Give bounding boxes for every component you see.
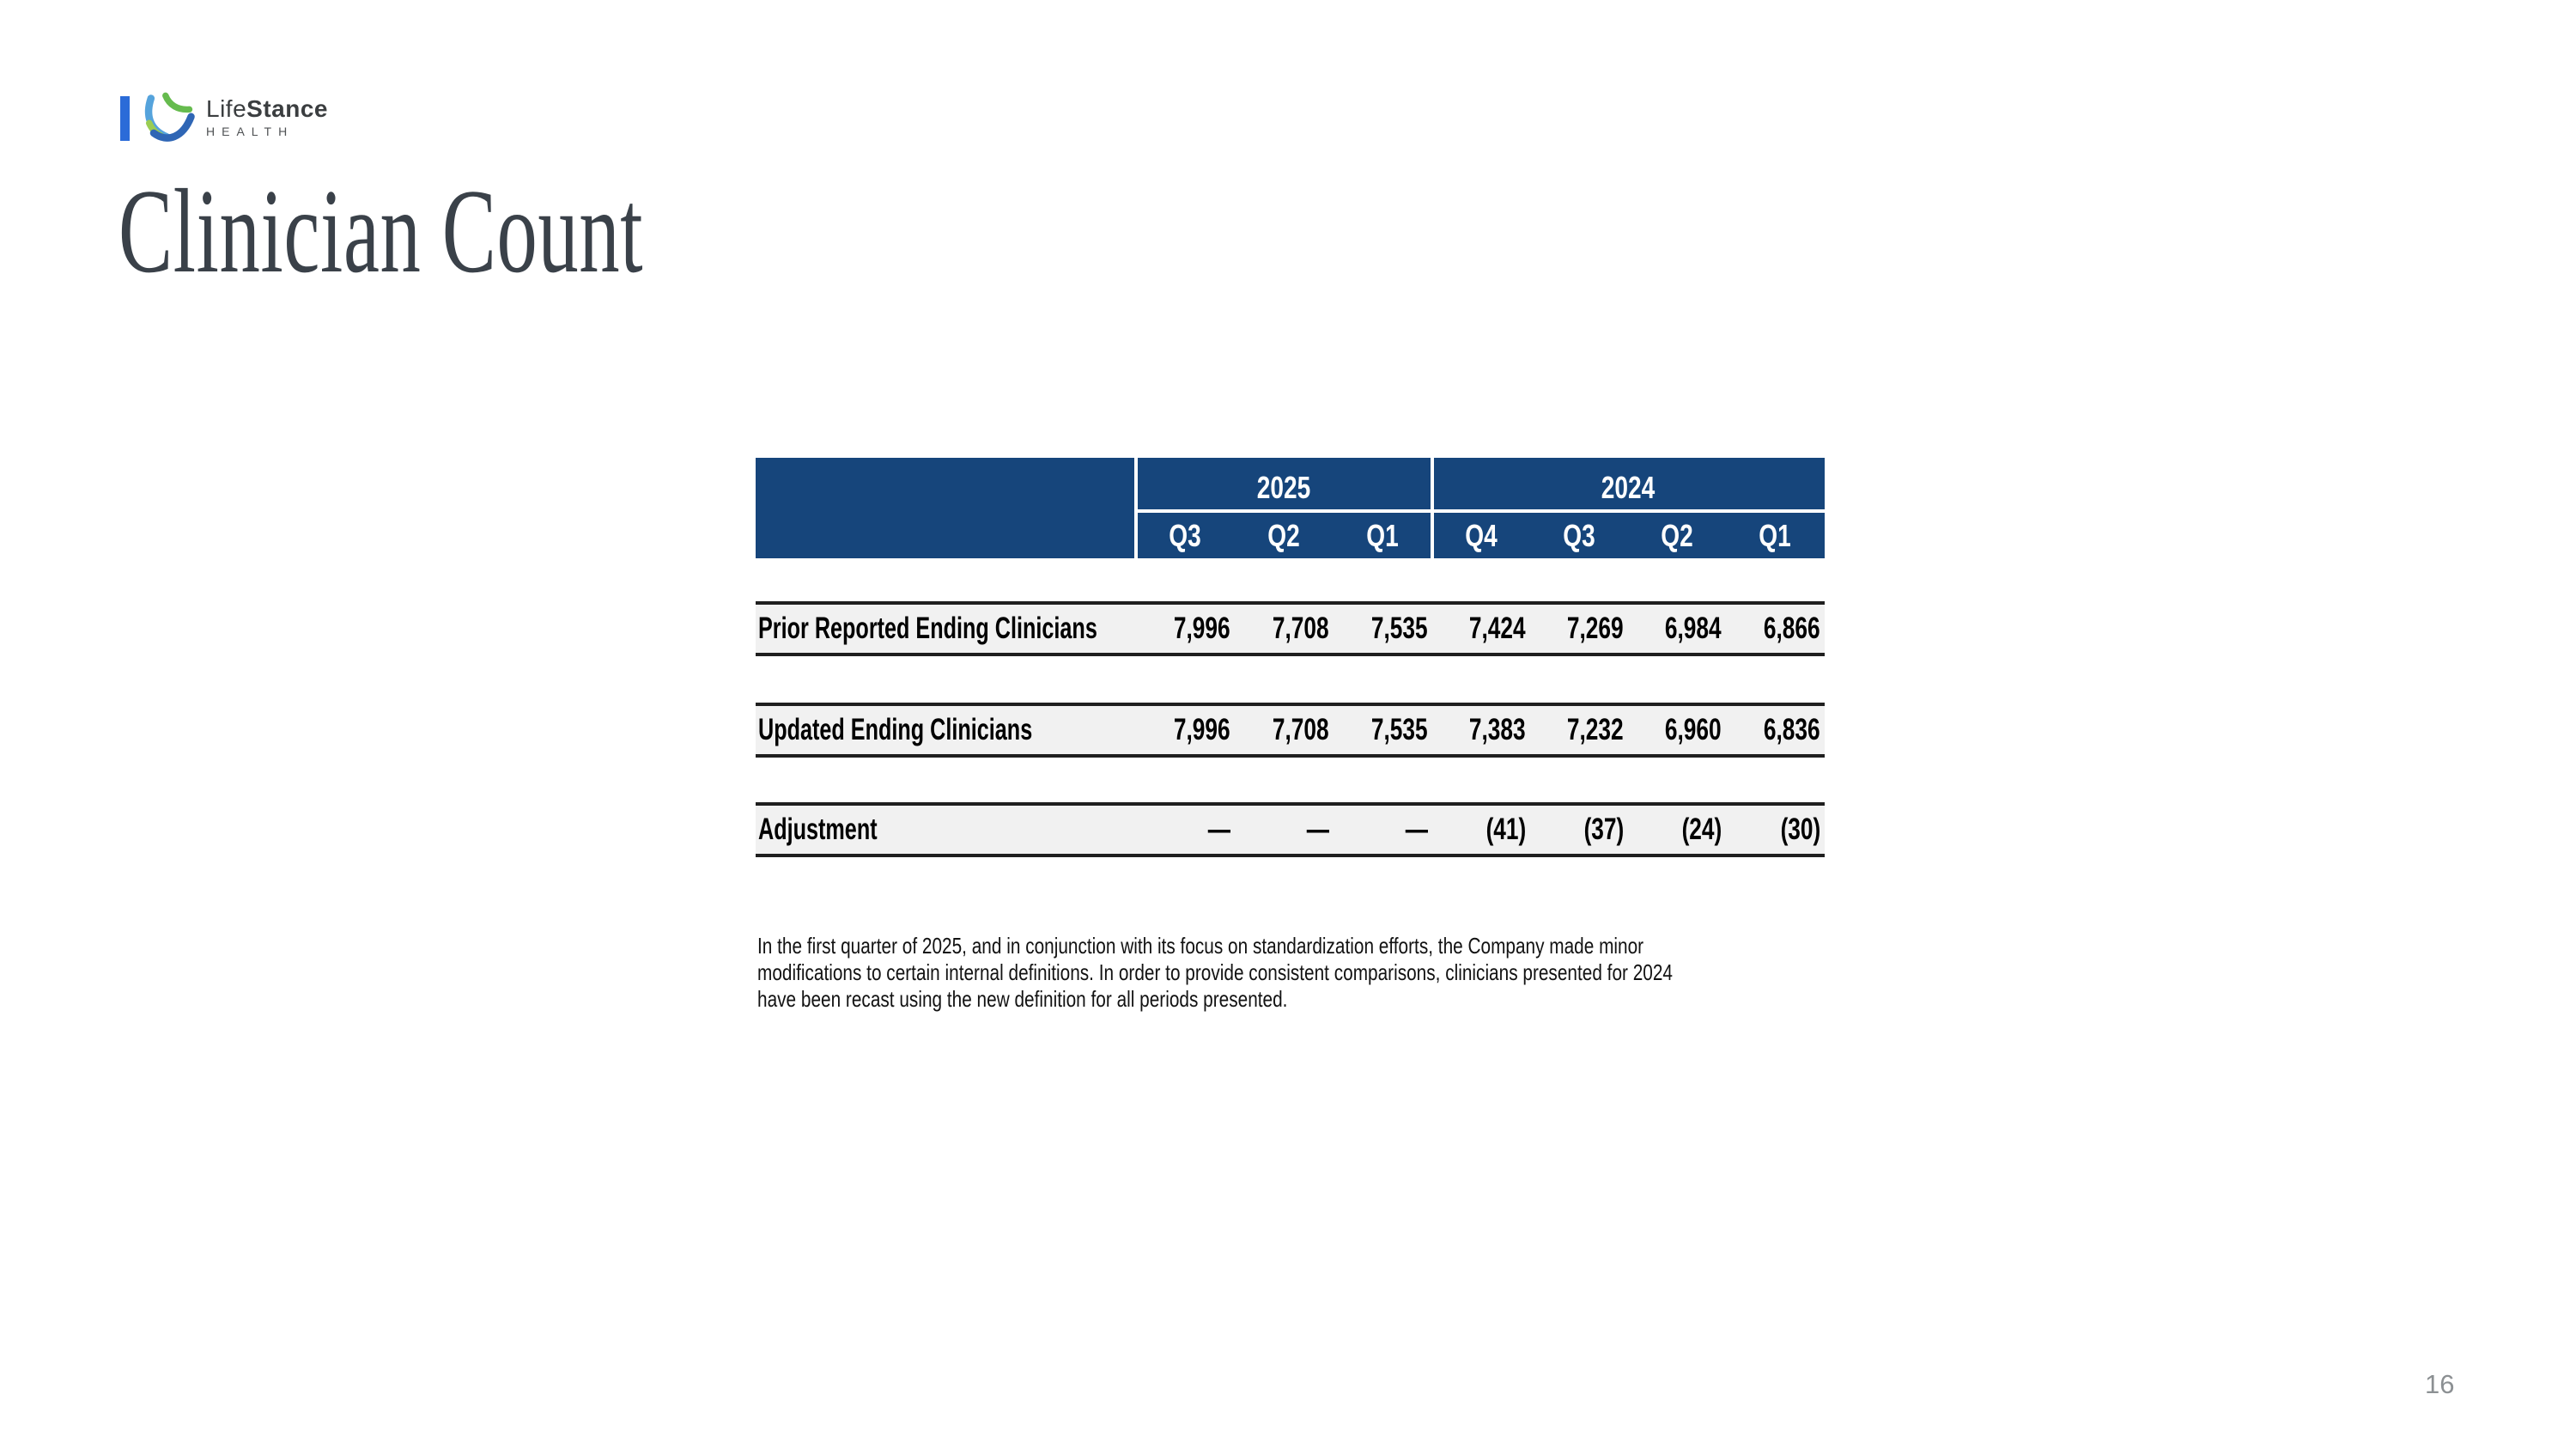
year-group-2024: 2024 [1432, 458, 1825, 509]
table-cell: (37) [1583, 813, 1624, 846]
lifestance-wordmark: LifeStance HEALTH [206, 96, 328, 139]
header-divider-horizontal [1136, 509, 1825, 513]
row-label: Updated Ending Clinicians [758, 713, 1033, 746]
table-cell: 6,836 [1764, 713, 1820, 746]
quarter-header: Q4 [1465, 517, 1498, 553]
table-cell: 7,996 [1174, 713, 1230, 746]
brand-name: LifeStance [206, 96, 328, 122]
table-cell: — [1207, 813, 1230, 846]
table-cell: 6,960 [1665, 713, 1722, 746]
table-cell: 7,535 [1371, 713, 1428, 746]
table-cell: (41) [1485, 813, 1526, 846]
page-title: Clinician Count [118, 165, 644, 298]
footnote: In the first quarter of 2025, and in con… [757, 933, 1902, 1013]
table-header: 2025 2024 Q3 Q2 Q1 Q4 Q3 Q2 Q1 [756, 458, 1825, 558]
lifestance-logo-icon [144, 92, 195, 142]
table-row-updated: Updated Ending Clinicians 7,996 7,708 7,… [756, 703, 1825, 758]
quarter-header: Q3 [1563, 517, 1595, 553]
table-cell: (24) [1681, 813, 1722, 846]
brand-stance: Stance [246, 95, 328, 122]
quarter-header: Q2 [1661, 517, 1693, 553]
table-cell: 7,269 [1567, 612, 1624, 645]
quarter-header: Q1 [1759, 517, 1792, 553]
header-divider-vertical-2 [1431, 458, 1434, 558]
header-divider-vertical-1 [1134, 458, 1138, 558]
table-cell: 6,984 [1665, 612, 1722, 645]
table-row-adjustment: Adjustment — — — (41) (37) (24) (30) [756, 802, 1825, 857]
footnote-line: modifications to certain internal defini… [757, 959, 1673, 985]
table-cell: 7,996 [1174, 612, 1230, 645]
table-cell: 7,535 [1371, 612, 1428, 645]
table-cell: 7,424 [1469, 612, 1526, 645]
brand-subtitle: HEALTH [206, 125, 295, 138]
brand-life: Life [206, 95, 247, 122]
table-cell: 7,232 [1567, 713, 1624, 746]
table-cell: — [1405, 813, 1428, 846]
footnote-line: In the first quarter of 2025, and in con… [757, 933, 1644, 959]
quarter-header-row: Q3 Q2 Q1 Q4 Q3 Q2 Q1 [1136, 513, 1825, 558]
year-label: 2025 [1257, 470, 1311, 505]
table-cell: — [1306, 813, 1329, 846]
clinician-count-table: 2025 2024 Q3 Q2 Q1 Q4 Q3 Q2 Q1 Prior Rep… [756, 458, 1825, 861]
table-cell: 7,708 [1273, 612, 1329, 645]
table-cell: (30) [1780, 813, 1820, 846]
year-label: 2024 [1601, 470, 1656, 505]
table-cell: 7,708 [1273, 713, 1329, 746]
quarter-header: Q3 [1169, 517, 1202, 553]
table-cell: 6,866 [1764, 612, 1820, 645]
quarter-header: Q1 [1366, 517, 1400, 553]
logo-accent-bar [120, 96, 130, 141]
page-number: 16 [2425, 1369, 2455, 1399]
row-label: Prior Reported Ending Clinicians [758, 612, 1097, 645]
year-group-2025: 2025 [1136, 458, 1432, 509]
footnote-line: have been recast using the new definitio… [757, 986, 1288, 1012]
quarter-header: Q2 [1267, 517, 1301, 553]
row-label: Adjustment [758, 813, 878, 846]
table-cell: 7,383 [1469, 713, 1526, 746]
table-row-prior-reported: Prior Reported Ending Clinicians 7,996 7… [756, 601, 1825, 656]
